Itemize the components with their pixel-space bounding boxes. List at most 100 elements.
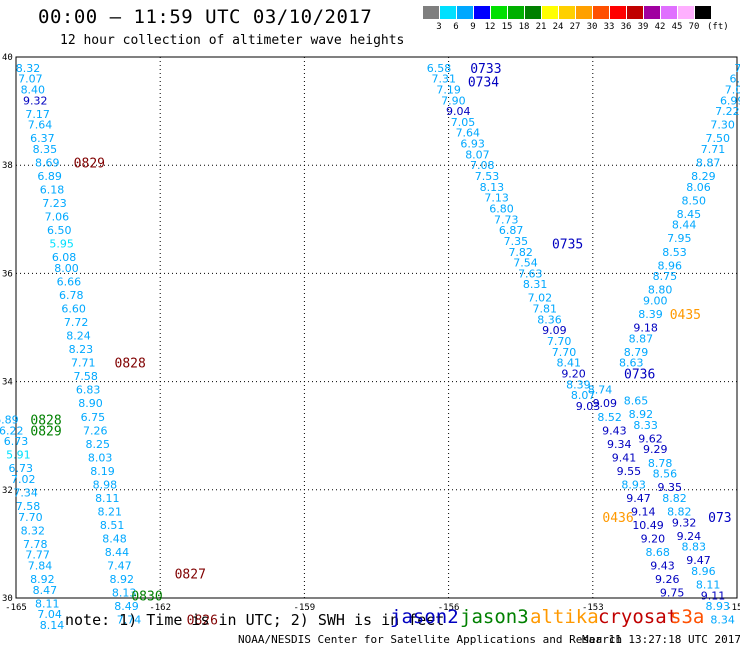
wave-height-value: 6.93 <box>460 138 485 151</box>
wave-height-value: 8.07 <box>465 148 490 161</box>
wave-height-value: 8.51 <box>100 519 125 532</box>
wave-height-value: 6.99 <box>720 94 740 107</box>
wave-height-value: 9.32 <box>23 94 48 107</box>
color-scale-unit: (ft) <box>707 22 729 32</box>
scale-swatch <box>626 6 643 19</box>
wave-height-value: 7.54 <box>513 257 538 270</box>
wave-height-value: 6.80 <box>489 202 514 215</box>
scale-label: 39 <box>637 22 649 32</box>
wave-height-value: 9.09 <box>542 324 567 337</box>
pass-time-label: 0733 <box>470 62 501 77</box>
scale-swatch <box>541 6 558 19</box>
wave-height-value: 8.48 <box>102 532 127 545</box>
wave-height-value: 9.35 <box>657 481 682 494</box>
wave-height-value: 8.40 <box>21 83 46 96</box>
scale-label: 3 <box>436 22 442 32</box>
wave-height-value: 7.84 <box>28 560 53 573</box>
wave-height-value: 7.02 <box>528 292 553 305</box>
y-tick-label: 38 <box>2 161 13 171</box>
scale-swatch <box>524 6 541 19</box>
wave-height-value: 6.66 <box>57 276 82 289</box>
wave-height-value: 8.44 <box>672 219 697 232</box>
pass-time-label: 0828 <box>30 413 61 428</box>
wave-height-value: 9.34 <box>607 438 632 451</box>
wave-height-value: 8.82 <box>662 492 687 505</box>
y-tick-label: 32 <box>2 486 13 496</box>
pass-time-label: 073 <box>708 511 731 526</box>
scale-swatch <box>694 6 711 19</box>
wave-height-value: 7.95 <box>667 232 692 245</box>
wave-height-value: 6.18 <box>40 184 65 197</box>
wave-height-value: 8.14 <box>40 619 65 632</box>
y-tick-label: 30 <box>2 594 13 604</box>
wave-height-value: 7.02 <box>11 473 36 486</box>
wave-height-value: 8.23 <box>69 343 94 356</box>
wave-height-value: 8.25 <box>85 438 110 451</box>
wave-height-value: 8.90 <box>78 397 103 410</box>
wave-height-value: 8.06 <box>686 181 711 194</box>
wave-height-value: 9.26 <box>655 573 680 586</box>
wave-height-value: 8.93 <box>621 478 646 491</box>
wave-height-value: 7.05 <box>451 116 476 129</box>
wave-height-value: 8.87 <box>629 332 654 345</box>
wave-height-value: 6.73 <box>9 462 34 475</box>
wave-height-value: 8.92 <box>109 573 134 586</box>
wave-height-value: 7.90 <box>441 94 466 107</box>
wave-height-value: 7.58 <box>16 500 41 513</box>
wave-height-value: 6.22 <box>0 424 23 437</box>
wave-height-value: 7.22 <box>715 105 740 118</box>
x-tick-label: -165 <box>5 603 27 613</box>
units-note: note: 1) Time is in UTC; 2) SWH is in fe… <box>65 611 445 629</box>
scale-label: 18 <box>518 22 530 32</box>
wave-height-value: 6.50 <box>47 224 72 237</box>
wave-height-value: 8.50 <box>681 194 706 207</box>
wave-height-value: 6.37 <box>30 132 55 145</box>
pass-time-label: 0435 <box>670 308 701 323</box>
wave-height-value: 8.53 <box>662 246 687 259</box>
wave-height-value: 8.63 <box>619 357 644 370</box>
wave-height-value: 7.70 <box>18 511 43 524</box>
scale-label: 27 <box>569 22 581 32</box>
wave-height-value: 7.58 <box>73 370 98 383</box>
wave-height-value: 8.33 <box>633 419 658 432</box>
wave-height-value: 6.87 <box>499 224 524 237</box>
wave-height-value: 8.74 <box>588 384 613 397</box>
page-title: 00:00 – 11:59 UTC 03/10/2017 <box>38 6 373 28</box>
wave-height-value: 7.70 <box>552 346 577 359</box>
scale-swatch <box>439 6 456 19</box>
wave-height-value: 8.32 <box>16 62 41 75</box>
scale-swatch <box>473 6 490 19</box>
wave-height-value: 8.69 <box>35 156 60 169</box>
scale-label: 30 <box>586 22 598 32</box>
wave-height-value: 7.71 <box>71 357 96 370</box>
wave-height-value: 8.00 <box>54 262 79 275</box>
wave-height-value: 8.13 <box>112 587 137 600</box>
x-tick-label: -156 <box>438 603 460 613</box>
wave-height-value: 8.13 <box>480 181 505 194</box>
wave-height-value: 7.07 <box>18 73 43 86</box>
wave-height-value: 7.47 <box>107 560 132 573</box>
wave-height-value: 9.20 <box>561 367 586 380</box>
wave-height-value: 8.35 <box>33 143 58 156</box>
wave-height-value: 7.04 <box>37 608 62 621</box>
wave-height-value: 9.24 <box>677 530 702 543</box>
scale-swatch <box>609 6 626 19</box>
wave-height-value: 7.08 <box>470 159 495 172</box>
wave-height-value: 8.79 <box>624 346 649 359</box>
pass-time-label: 0734 <box>468 75 499 90</box>
pass-time-label: 0828 <box>115 357 146 372</box>
wave-height-value: 9.14 <box>631 505 656 518</box>
wave-height-value: 9.29 <box>643 443 668 456</box>
pass-time-label: 0826 <box>187 614 218 629</box>
wave-height-value: 6.89 <box>37 170 62 183</box>
wave-height-value: 7.31 <box>432 73 457 86</box>
wave-height-value: 7.53 <box>475 170 500 183</box>
y-tick-label: 40 <box>2 53 13 63</box>
wave-height-value: 8.32 <box>21 524 46 537</box>
wave-height-value: 9.41 <box>612 451 637 464</box>
wave-height-value: 7.72 <box>64 316 89 329</box>
wave-height-value: 7.70 <box>547 335 572 348</box>
pass-time-label: 0827 <box>175 568 206 583</box>
wave-height-value: 8.44 <box>105 546 130 559</box>
wave-height-value: 8.36 <box>537 313 562 326</box>
